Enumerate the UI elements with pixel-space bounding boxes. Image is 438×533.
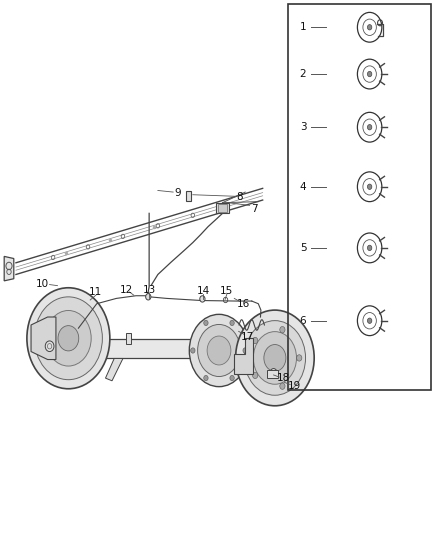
Text: 17: 17 — [241, 332, 254, 342]
Circle shape — [367, 245, 372, 251]
Circle shape — [198, 325, 240, 376]
Circle shape — [280, 383, 285, 389]
Circle shape — [243, 348, 247, 353]
Text: 11: 11 — [89, 287, 102, 297]
Text: 2: 2 — [300, 69, 306, 79]
Circle shape — [58, 326, 79, 351]
Text: 16: 16 — [237, 298, 250, 309]
Circle shape — [200, 296, 205, 302]
Text: 13: 13 — [142, 286, 156, 295]
Text: 7: 7 — [251, 204, 257, 214]
Circle shape — [253, 337, 258, 344]
Circle shape — [367, 25, 372, 30]
Circle shape — [236, 310, 314, 406]
Text: 12: 12 — [120, 286, 133, 295]
Circle shape — [204, 375, 208, 381]
Text: 14: 14 — [197, 286, 210, 296]
Circle shape — [253, 372, 258, 378]
Text: 1: 1 — [300, 22, 306, 33]
Bar — [218, 204, 227, 212]
Text: 10: 10 — [35, 279, 49, 288]
Circle shape — [46, 311, 91, 366]
Circle shape — [191, 348, 195, 353]
Text: 6: 6 — [300, 316, 306, 326]
Text: 18: 18 — [277, 373, 290, 383]
Circle shape — [367, 125, 372, 130]
Circle shape — [270, 368, 277, 377]
Circle shape — [146, 294, 151, 300]
Text: 8: 8 — [237, 192, 243, 203]
Circle shape — [297, 355, 302, 361]
Circle shape — [45, 341, 54, 352]
Circle shape — [367, 184, 372, 189]
Bar — [216, 203, 229, 213]
Polygon shape — [247, 340, 297, 359]
Circle shape — [280, 327, 285, 333]
Circle shape — [204, 320, 208, 326]
Circle shape — [264, 344, 286, 372]
Text: 5: 5 — [300, 243, 306, 253]
Circle shape — [367, 318, 372, 324]
Circle shape — [230, 320, 234, 326]
Text: 19: 19 — [288, 381, 301, 391]
Circle shape — [27, 288, 110, 389]
Circle shape — [189, 314, 249, 386]
Polygon shape — [106, 359, 123, 381]
Text: 3: 3 — [300, 122, 306, 132]
Circle shape — [244, 321, 306, 395]
Circle shape — [207, 336, 231, 365]
Text: 9: 9 — [174, 188, 181, 198]
Polygon shape — [31, 317, 56, 360]
Circle shape — [230, 375, 234, 381]
Text: 4: 4 — [300, 182, 306, 192]
Circle shape — [367, 71, 372, 77]
Circle shape — [253, 332, 297, 384]
Bar — [288, 4, 431, 390]
Circle shape — [34, 297, 102, 379]
Bar — [267, 370, 278, 378]
Text: 15: 15 — [220, 286, 233, 296]
Polygon shape — [51, 340, 193, 359]
Polygon shape — [233, 338, 253, 374]
Bar — [186, 191, 191, 200]
Polygon shape — [4, 256, 14, 281]
Bar — [126, 333, 131, 344]
